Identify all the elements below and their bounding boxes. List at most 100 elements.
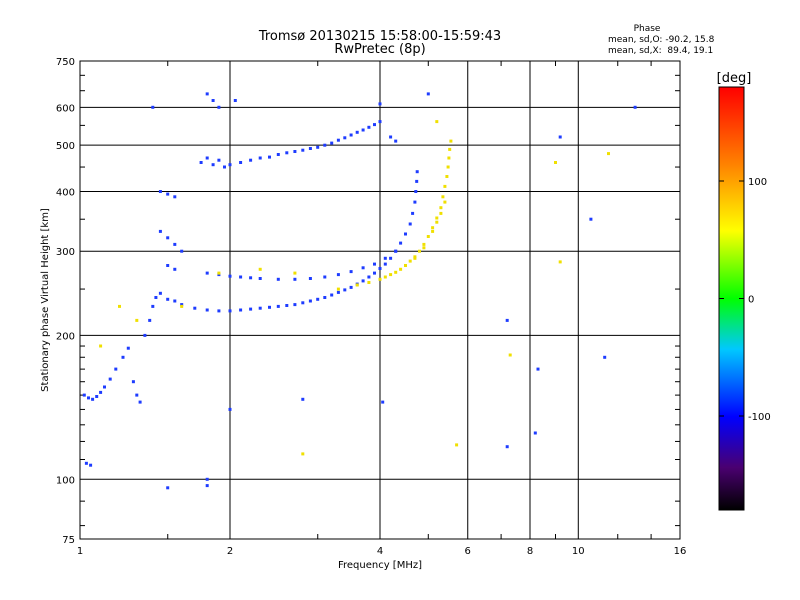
data-point bbox=[349, 133, 353, 137]
y-tick-label: 750 bbox=[56, 57, 75, 68]
data-point bbox=[205, 92, 209, 96]
x-tick-label: 16 bbox=[674, 546, 687, 557]
data-point bbox=[301, 452, 305, 456]
data-point bbox=[84, 461, 88, 465]
data-point bbox=[447, 156, 451, 160]
data-point bbox=[378, 120, 382, 124]
data-point bbox=[404, 264, 407, 267]
data-point bbox=[158, 190, 162, 193]
data-point bbox=[533, 431, 537, 435]
y-axis-label: Stationary phase Virtual Height [km] bbox=[40, 208, 51, 392]
data-point bbox=[258, 156, 262, 160]
data-point bbox=[422, 242, 426, 246]
data-point bbox=[367, 125, 371, 129]
data-point bbox=[285, 304, 289, 307]
data-point bbox=[199, 161, 203, 164]
data-point bbox=[293, 277, 297, 281]
data-point bbox=[435, 216, 439, 220]
colorbar-frame bbox=[718, 86, 745, 511]
data-point bbox=[118, 304, 121, 308]
data-point bbox=[151, 304, 155, 308]
data-point bbox=[205, 484, 209, 488]
data-point bbox=[446, 165, 450, 169]
data-point bbox=[228, 407, 232, 411]
data-point bbox=[223, 165, 226, 169]
data-point bbox=[373, 271, 376, 275]
data-point bbox=[349, 285, 353, 289]
data-point bbox=[323, 143, 327, 147]
data-point bbox=[373, 262, 376, 266]
data-point bbox=[180, 303, 184, 307]
data-point bbox=[173, 195, 177, 199]
x-tick-labels: 1 2 4 6 8 10 16 bbox=[77, 546, 687, 557]
data-point bbox=[349, 270, 353, 274]
data-point bbox=[166, 236, 170, 240]
data-point bbox=[301, 301, 305, 305]
y-tick-label: 600 bbox=[56, 103, 75, 114]
data-point bbox=[389, 273, 393, 277]
data-point bbox=[558, 135, 562, 139]
data-point bbox=[422, 246, 426, 250]
data-point bbox=[435, 120, 439, 124]
data-point bbox=[249, 276, 253, 280]
y-tick-labels: 75 100 200 300 400 500 600 750 bbox=[56, 57, 75, 546]
data-point bbox=[166, 486, 170, 490]
data-point bbox=[408, 259, 412, 263]
data-point bbox=[276, 304, 280, 308]
data-point bbox=[211, 99, 215, 102]
data-point bbox=[389, 135, 393, 139]
data-point bbox=[355, 283, 359, 287]
data-point bbox=[258, 277, 262, 280]
data-point bbox=[554, 161, 557, 164]
data-point bbox=[258, 306, 262, 310]
data-point bbox=[205, 308, 209, 312]
data-point bbox=[323, 296, 327, 299]
data-point bbox=[233, 99, 237, 102]
data-point bbox=[389, 256, 393, 260]
data-point bbox=[633, 105, 637, 109]
colorbar-tick-label: 0 bbox=[748, 295, 754, 306]
data-point bbox=[441, 195, 445, 199]
data-point bbox=[316, 145, 320, 149]
phase-line-o: mean, sd,O: -90.2, 15.8 bbox=[608, 35, 715, 45]
data-point bbox=[151, 105, 155, 109]
data-point bbox=[138, 400, 142, 404]
data-point bbox=[323, 275, 327, 279]
data-point bbox=[394, 139, 398, 143]
data-point bbox=[418, 249, 421, 253]
data-point bbox=[361, 266, 365, 270]
data-point bbox=[268, 155, 271, 159]
x-tick-label: 1 bbox=[77, 546, 83, 557]
data-point bbox=[135, 318, 139, 322]
data-point bbox=[103, 385, 106, 389]
data-point bbox=[411, 211, 415, 215]
data-point bbox=[336, 138, 340, 142]
data-point bbox=[448, 147, 452, 151]
data-point bbox=[193, 306, 197, 310]
data-point bbox=[99, 344, 103, 348]
data-point bbox=[173, 242, 177, 246]
y-tick-label: 400 bbox=[56, 187, 75, 198]
data-point bbox=[158, 229, 162, 233]
data-point bbox=[378, 102, 382, 106]
data-point bbox=[228, 309, 232, 313]
data-point bbox=[431, 226, 435, 230]
data-point bbox=[114, 367, 118, 371]
data-point bbox=[394, 270, 398, 274]
data-point bbox=[589, 217, 593, 221]
data-point bbox=[205, 271, 209, 275]
data-point bbox=[126, 346, 130, 350]
data-point bbox=[361, 128, 365, 132]
data-point bbox=[367, 281, 371, 284]
y-tick-label: 300 bbox=[56, 247, 75, 258]
data-point bbox=[435, 220, 439, 224]
data-point bbox=[143, 333, 147, 337]
phase-title: Phase bbox=[634, 24, 661, 34]
data-point bbox=[378, 277, 382, 281]
data-point bbox=[131, 380, 135, 384]
data-point bbox=[361, 279, 365, 283]
data-point bbox=[603, 355, 607, 359]
x-axis-label: Frequency [MHz] bbox=[338, 560, 422, 571]
scatter-points bbox=[82, 92, 637, 490]
data-point bbox=[439, 206, 443, 210]
